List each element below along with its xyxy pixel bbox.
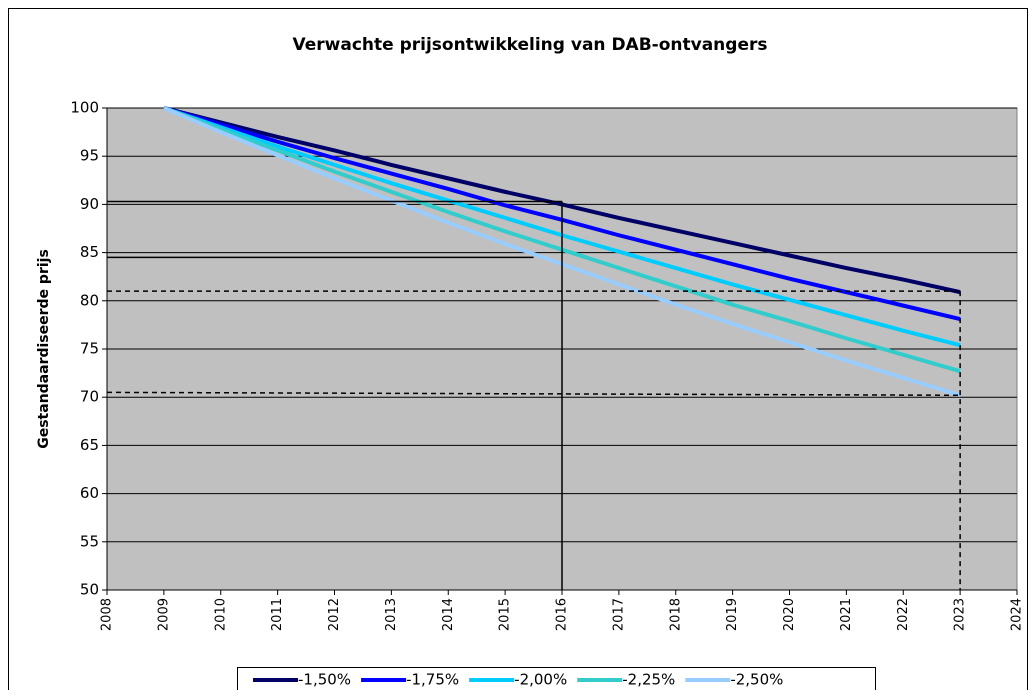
reference-line — [106, 391, 961, 397]
legend-label: -2,00% — [514, 671, 567, 689]
y-tick-label: 85 — [80, 243, 99, 261]
legend-label: -1,75% — [406, 671, 459, 689]
x-tick-label: 2018 — [668, 598, 683, 631]
y-tick-label: 70 — [80, 388, 99, 406]
y-tick-label: 60 — [80, 484, 99, 502]
x-tick-label: 2012 — [327, 598, 342, 631]
y-tick-label: 65 — [80, 436, 99, 454]
x-tick-label: 2013 — [384, 598, 399, 631]
y-tick-label: 90 — [80, 195, 99, 213]
y-tick-label: 75 — [80, 340, 99, 358]
x-tick-label: 2019 — [725, 598, 740, 631]
x-tick-label: 2014 — [441, 598, 456, 631]
x-tick-label: 2021 — [839, 598, 854, 631]
y-tick-label: 95 — [80, 147, 99, 165]
y-tick-label: 100 — [70, 99, 99, 117]
chart-title: Verwachte prijsontwikkeling van DAB-ontv… — [293, 35, 768, 55]
x-tick-label: 2009 — [156, 598, 171, 631]
x-tick-label: 2010 — [213, 598, 228, 631]
legend: -1,50% -1,75% -2,00% -2,25% -2,50% — [237, 667, 876, 690]
y-tick-label: 80 — [80, 291, 99, 309]
x-tick-label: 2016 — [555, 598, 570, 631]
y-tick-label: 55 — [80, 532, 99, 550]
legend-box — [237, 667, 876, 690]
y-axis-label: Gestandaardiseerde prijs — [36, 249, 52, 449]
legend-label: -1,50% — [298, 671, 351, 689]
legend-label: -2,50% — [730, 671, 783, 689]
x-tick-label: 2023 — [953, 598, 968, 631]
x-tick-label: 2020 — [782, 598, 797, 631]
x-tick-label: 2011 — [270, 598, 285, 631]
y-tick-label: 50 — [80, 581, 99, 599]
x-tick-label: 2024 — [1010, 598, 1025, 631]
x-tick-label: 2022 — [896, 598, 911, 631]
x-tick-label: 2008 — [100, 598, 115, 631]
x-tick-label: 2017 — [611, 598, 626, 631]
legend-label: -2,25% — [622, 671, 675, 689]
x-tick-label: 2015 — [498, 598, 513, 631]
